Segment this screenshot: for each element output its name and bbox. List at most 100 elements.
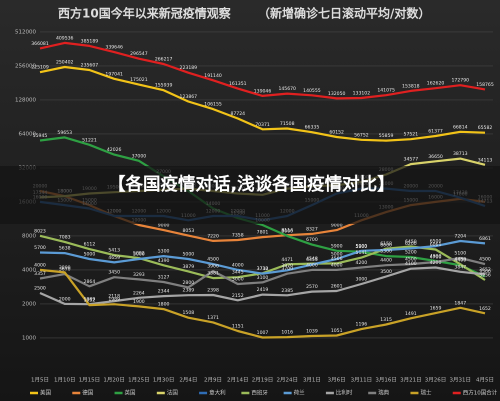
data-label: 4489: [454, 257, 466, 263]
data-label: 2419: [257, 287, 269, 293]
data-label: 5800: [356, 244, 368, 250]
data-label: 4548: [306, 256, 318, 262]
data-label: 5700: [34, 245, 46, 251]
data-label: 2800: [182, 280, 194, 286]
data-label: 5000: [182, 251, 194, 257]
legend-label: 瑞士: [420, 389, 432, 397]
data-label: 55859: [379, 133, 394, 139]
data-label: 123867: [180, 94, 198, 100]
data-label: 4100: [405, 261, 417, 267]
data-label: 1508: [182, 310, 194, 316]
data-label: 6200: [405, 241, 417, 247]
data-label: 8023: [34, 228, 46, 234]
data-label: 141075: [377, 88, 395, 94]
banner: 【各国疫情对话,浅谈各国疫情对比】: [0, 166, 500, 224]
data-label: 6158: [380, 241, 392, 247]
data-label: 409536: [56, 35, 74, 41]
data-label: 2389: [182, 288, 194, 294]
series-line: [39, 256, 486, 289]
data-label: 5141: [356, 250, 368, 256]
data-label: 3500: [380, 269, 392, 275]
data-label: 225109: [31, 65, 49, 71]
data-label: 5300: [380, 249, 392, 255]
data-label: 6450: [405, 239, 417, 245]
data-label: 8053: [182, 228, 194, 234]
data-label: 266217: [155, 57, 173, 63]
legend-label: 英国: [125, 389, 137, 397]
data-label: 3450: [108, 270, 120, 276]
data-label: 36650: [428, 154, 443, 160]
data-label: 3100: [257, 275, 269, 281]
data-label: 155939: [155, 83, 173, 89]
data-label: 66335: [305, 125, 320, 131]
data-label: 7083: [59, 234, 71, 240]
data-label: 197041: [105, 71, 123, 77]
data-label: 9000: [158, 223, 170, 229]
data-label: 6061: [430, 242, 442, 248]
legend-label: 荷兰: [294, 389, 306, 397]
legend-label: 西班牙: [251, 389, 268, 397]
data-label: 158765: [476, 82, 494, 88]
data-label: 339646: [105, 45, 123, 51]
data-label: 7220: [207, 233, 219, 239]
data-label: 4400: [454, 258, 466, 264]
data-label: 7358: [232, 233, 244, 239]
data-label: 1659: [430, 306, 442, 312]
data-label: 5000: [331, 251, 343, 257]
legend-label: 比利时: [336, 389, 353, 397]
data-label: 4471: [281, 257, 293, 263]
x-tick-label: 2月9日: [204, 377, 222, 384]
data-label: 3879: [182, 264, 194, 270]
series-line: [39, 136, 486, 278]
data-label: 6000: [380, 243, 392, 249]
data-label: 87724: [230, 111, 245, 117]
data-label: 2264: [133, 290, 145, 296]
data-label: 162620: [427, 81, 445, 87]
data-label: 4500: [405, 257, 417, 263]
chart-subtitle: （新增确诊七日滚动平均/对数）: [258, 6, 430, 21]
data-label: 1800: [158, 302, 170, 308]
data-label: 6112: [84, 242, 96, 248]
data-label: 4659: [108, 255, 120, 261]
data-label: 2570: [306, 284, 318, 290]
data-label: 3970: [281, 263, 293, 269]
data-label: 2118: [108, 294, 120, 300]
data-label: 139046: [254, 88, 272, 94]
data-label: 8000: [281, 228, 293, 234]
data-label: 8114: [281, 228, 293, 234]
data-label: 385189: [81, 38, 99, 44]
data-label: 6500: [430, 239, 442, 245]
data-label: 5092: [133, 251, 145, 257]
x-tick-label: 3月21日: [400, 377, 422, 384]
data-label: 4500: [479, 257, 491, 263]
y-tick-label: 128000: [15, 97, 36, 103]
data-label: 1952: [84, 298, 96, 304]
data-label: 1007: [257, 330, 269, 336]
data-label: 4000: [34, 262, 46, 268]
x-tick-label: 1月25日: [128, 377, 150, 384]
y-tick-label: 64000: [19, 131, 37, 137]
data-label: 57521: [404, 132, 419, 138]
data-label: 4390: [158, 258, 170, 264]
data-label: 4000: [232, 262, 244, 268]
data-label: 175021: [130, 77, 148, 83]
data-label: 1016: [281, 330, 293, 336]
x-tick-label: 3月6日: [328, 377, 346, 384]
data-label: 51221: [82, 137, 97, 143]
data-label: 3500: [479, 269, 491, 275]
data-label: 3732: [257, 266, 269, 272]
data-label: 5100: [454, 250, 466, 256]
data-label: 5000: [84, 251, 96, 257]
data-label: 4566: [331, 256, 343, 262]
x-tick-label: 1月30日: [153, 377, 175, 384]
data-label: 70371: [255, 122, 270, 128]
data-label: 1989: [108, 297, 120, 303]
x-tick-label: 4月5日: [476, 377, 494, 384]
data-label: 7801: [257, 230, 269, 236]
data-label: 1151: [232, 323, 244, 329]
data-label: 235607: [81, 63, 99, 69]
data-label: 5300: [158, 249, 170, 255]
data-label: 5200: [405, 250, 417, 256]
series-line: [39, 41, 486, 100]
